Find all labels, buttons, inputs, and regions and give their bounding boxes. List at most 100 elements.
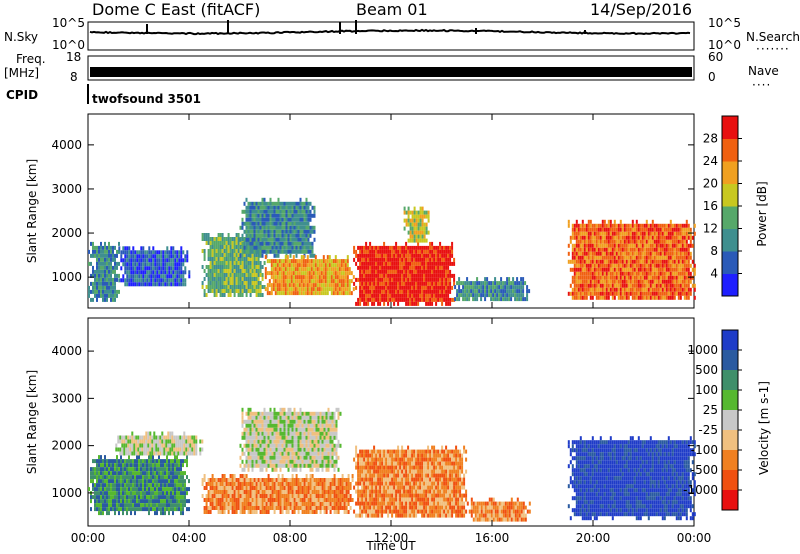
echo-cell <box>270 291 273 296</box>
echo-cell <box>427 249 430 254</box>
echo-cell <box>665 283 668 288</box>
echo-cell <box>270 271 273 276</box>
echo-cell <box>641 267 644 272</box>
echo-cell <box>464 281 467 286</box>
echo-cell <box>363 253 366 258</box>
echo-cell <box>641 251 644 256</box>
echo-cell <box>312 287 315 292</box>
echo-cell <box>433 261 436 266</box>
echo-cell <box>229 257 232 261</box>
echo-cell <box>274 275 277 280</box>
echo-cell <box>231 273 234 277</box>
echo-cell <box>211 506 214 510</box>
echo-cell <box>134 495 136 500</box>
echo-cell <box>443 249 446 254</box>
echo-cell <box>201 285 204 289</box>
echo-cell <box>599 263 602 268</box>
echo-cell <box>297 217 300 222</box>
echo-cell <box>474 297 477 302</box>
echo-cell <box>129 451 132 456</box>
echo-cell <box>98 511 100 516</box>
power-echo-cells <box>88 197 696 306</box>
echo-cell <box>142 471 144 476</box>
echo-cell <box>118 459 120 464</box>
echo-cell <box>391 269 394 274</box>
echo-cell <box>425 257 428 262</box>
echo-cell <box>627 223 630 228</box>
echo-cell <box>637 275 640 280</box>
echo-cell <box>108 511 110 516</box>
echo-cell <box>619 247 622 252</box>
echo-cell <box>661 271 664 276</box>
echo-cell <box>405 281 408 286</box>
echo-cell <box>181 447 184 452</box>
echo-cell <box>178 487 180 492</box>
echo-cell <box>599 247 602 252</box>
echo-cell <box>273 213 276 218</box>
echo-cell <box>637 231 640 236</box>
echo-cell <box>389 261 392 266</box>
echo-cell <box>217 482 220 486</box>
echo-cell <box>405 241 408 246</box>
echo-cell <box>187 451 190 456</box>
echo-cell <box>124 475 126 480</box>
echo-cell <box>629 291 632 296</box>
echo-cell <box>231 269 234 273</box>
echo-cell <box>247 237 250 242</box>
echo-cell <box>669 227 672 232</box>
echo-cell <box>303 225 306 230</box>
echo-cell <box>462 293 465 298</box>
echo-cell <box>310 287 313 292</box>
echo-cell <box>134 511 136 516</box>
echo-cell <box>411 230 414 235</box>
echo-cell <box>152 463 154 468</box>
echo-cell <box>136 479 138 484</box>
echo-cell <box>140 262 143 267</box>
echo-cell <box>129 435 132 440</box>
echo-cell <box>221 261 224 265</box>
echo-cell <box>355 249 358 254</box>
echo-cell <box>673 287 676 292</box>
echo-cell <box>609 243 612 248</box>
echo-cell <box>651 239 654 244</box>
echo-cell <box>108 269 110 274</box>
echo-cell <box>130 503 132 508</box>
echo-cell <box>162 463 164 468</box>
echo-cell <box>291 225 294 230</box>
echo-cell <box>381 289 384 294</box>
echo-cell <box>255 233 258 238</box>
echo-cell <box>681 255 684 260</box>
echo-cell <box>639 263 642 268</box>
echo-cell <box>146 487 148 492</box>
echo-cell <box>671 275 674 280</box>
echo-cell <box>128 483 130 488</box>
echo-cell <box>326 283 329 288</box>
echo-cell <box>413 277 416 282</box>
echo-cell <box>526 293 529 298</box>
echo-cell <box>395 265 398 270</box>
echo-cell <box>251 241 254 246</box>
echo-cell <box>118 261 120 266</box>
echo-cell <box>235 233 238 237</box>
echo-cell <box>213 502 216 506</box>
echo-cell <box>132 266 135 271</box>
echo-cell <box>583 291 586 296</box>
echo-cell <box>330 263 333 268</box>
echo-cell <box>211 482 214 486</box>
echo-cell <box>271 249 274 254</box>
echo-cell <box>272 259 275 264</box>
echo-cell <box>311 229 314 234</box>
echo-cell <box>112 463 114 468</box>
echo-cell <box>147 447 150 452</box>
echo-cell <box>585 275 588 280</box>
echo-cell <box>611 235 614 240</box>
echo-cell <box>303 241 306 246</box>
echo-cell <box>106 273 108 278</box>
echo-cell <box>124 467 126 472</box>
echo-cell <box>423 265 426 270</box>
echo-cell <box>589 231 592 236</box>
echo-cell <box>665 279 668 284</box>
echo-cell <box>375 245 378 250</box>
echo-cell <box>681 239 684 244</box>
echo-cell <box>261 201 264 206</box>
